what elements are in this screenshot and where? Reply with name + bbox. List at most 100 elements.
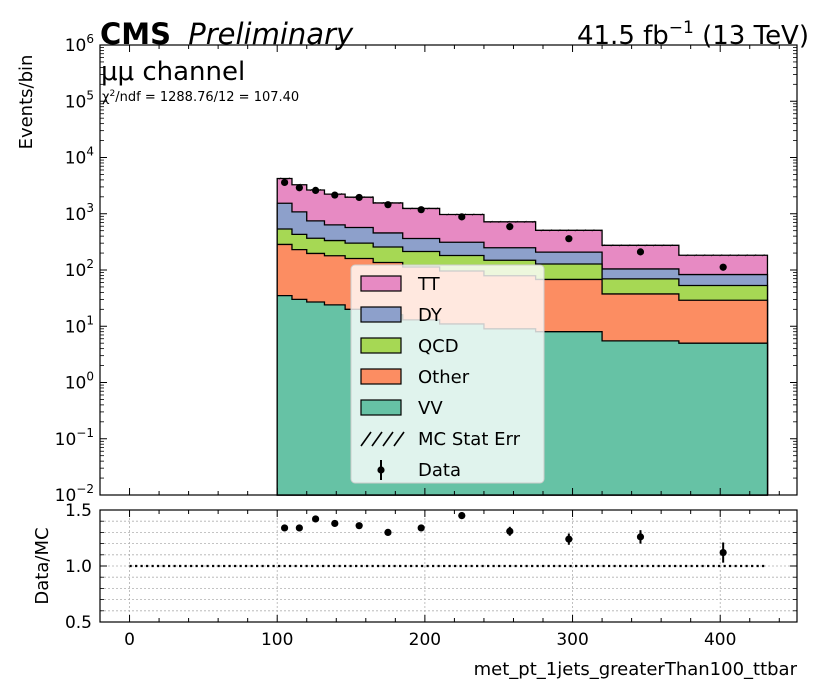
x-tick-label: 0 (124, 630, 135, 650)
y-tick-label: 100 (65, 370, 94, 394)
legend-swatch-dy (360, 306, 402, 323)
y-tick-label: 102 (65, 257, 94, 281)
data-point (458, 213, 466, 221)
ratio-point (417, 524, 425, 532)
legend-label: VV (418, 398, 443, 419)
hatch-stroke (393, 431, 405, 447)
x-tick-label: 400 (704, 630, 736, 650)
chi2-symbol: χ (102, 90, 110, 105)
ratio-point (506, 527, 514, 535)
legend-label: TT (417, 274, 441, 295)
hatch-stroke (371, 431, 383, 447)
y-tick-exponent: 3 (86, 201, 94, 215)
y-axis-label: Events/bin (16, 55, 37, 150)
hatch-stroke (360, 431, 372, 447)
y-tick-label: 10−2 (55, 482, 94, 506)
cms-header: CMS Preliminary (100, 17, 354, 51)
stat-err-bin (678, 254, 768, 257)
y-tick-base: 10 (65, 317, 87, 337)
data-point (636, 248, 645, 256)
legend-swatch-other (360, 368, 402, 385)
y-tick-base: 10 (65, 205, 87, 225)
chi2-exponent: 2 (110, 89, 116, 99)
ratio-point (331, 519, 339, 528)
stat-err-bin (483, 220, 536, 223)
legend-swatch-vv (360, 399, 402, 416)
legend-swatch-tt (360, 275, 402, 292)
data-point (384, 201, 392, 209)
ratio-point (719, 548, 727, 557)
data-point (417, 206, 425, 214)
y-tick-base: 10 (65, 374, 87, 394)
legend-label: Other (418, 367, 470, 388)
ratio-panel: 0.5 1.0 1.5 0 100 200 300 400 (65, 501, 798, 650)
x-axis-ticks: 0 100 200 300 400 (124, 510, 780, 650)
y-tick-label: 10−1 (55, 426, 94, 450)
y-tick-exponent: 6 (86, 32, 94, 46)
data-point (311, 186, 320, 195)
y-tick-exponent: 5 (86, 88, 94, 102)
data-point (295, 184, 303, 192)
y-tick-label: 101 (65, 313, 94, 337)
ratio-point (384, 528, 392, 537)
ratio-y-tick-label: 1.5 (65, 501, 92, 521)
y-tick-exponent: 2 (86, 257, 94, 271)
y-tick-base: 10 (65, 149, 87, 169)
data-point (506, 223, 514, 231)
ratio-axes-frame (99, 509, 798, 623)
legend-swatch-hatch (360, 431, 405, 447)
data-point (280, 178, 289, 187)
stat-err-bin (602, 244, 679, 247)
y-tick-base: 10 (65, 36, 87, 56)
legend-label: DY (418, 305, 443, 326)
lumi-value: 41.5 fb (577, 21, 669, 51)
ratio-point (295, 524, 303, 532)
ratio-points (280, 511, 727, 563)
y-tick-label: 104 (65, 145, 94, 169)
channel-label: μμ channel (101, 57, 245, 87)
preliminary-label: Preliminary (188, 17, 354, 51)
y-tick-base: 10 (65, 261, 87, 281)
ratio-point (355, 522, 363, 530)
data-point (355, 193, 363, 202)
y-tick-exponent: −2 (76, 482, 94, 496)
lumi-label: 41.5 fb−1 (13 TeV) (577, 18, 809, 51)
y-tick-exponent: 4 (86, 145, 94, 159)
chi2-value: /ndf = 1288.76/12 = 107.40 (115, 90, 299, 105)
chi2-label: χ2/ndf = 1288.76/12 = 107.40 (102, 89, 299, 105)
lumi-unit-exponent: −1 (669, 18, 694, 38)
y-tick-exponent: −1 (76, 426, 94, 440)
y-tick-base: 10 (65, 92, 87, 112)
ratio-point (280, 524, 289, 532)
legend-swatch-data (377, 460, 385, 480)
x-tick-label: 100 (261, 630, 293, 650)
ratio-y-tick-label: 0.5 (65, 613, 92, 633)
x-axis-ticks-main (129, 45, 780, 495)
data-point (331, 191, 339, 199)
data-point (719, 263, 727, 271)
stat-err-bin (277, 177, 292, 180)
x-axis-label: met_pt_1jets_greaterThan100_ttbar (474, 659, 798, 680)
legend-label: MC Stat Err (418, 429, 521, 450)
y-tick-label: 103 (65, 201, 94, 225)
stat-err-bin (535, 229, 603, 232)
x-tick-label: 200 (409, 630, 441, 650)
y-tick-exponent: 0 (86, 370, 94, 384)
hatch-stroke (382, 431, 394, 447)
ratio-y-axis-label: Data/MC (32, 527, 53, 604)
energy-label: (13 TeV) (694, 21, 809, 51)
legend-swatch-qcd (360, 337, 402, 354)
main-axes-frame (99, 44, 798, 496)
ratio-point (311, 515, 320, 523)
ratio-y-tick-label: 1.0 (65, 557, 92, 577)
x-tick-label: 300 (556, 630, 588, 650)
y-tick-exponent: 1 (86, 313, 94, 327)
legend: TT DY QCD Other VV MC Stat Err Data (350, 264, 545, 484)
legend-marker (377, 466, 385, 474)
cms-label: CMS (100, 17, 171, 51)
legend-label: Data (418, 460, 461, 481)
data-points (280, 178, 727, 271)
